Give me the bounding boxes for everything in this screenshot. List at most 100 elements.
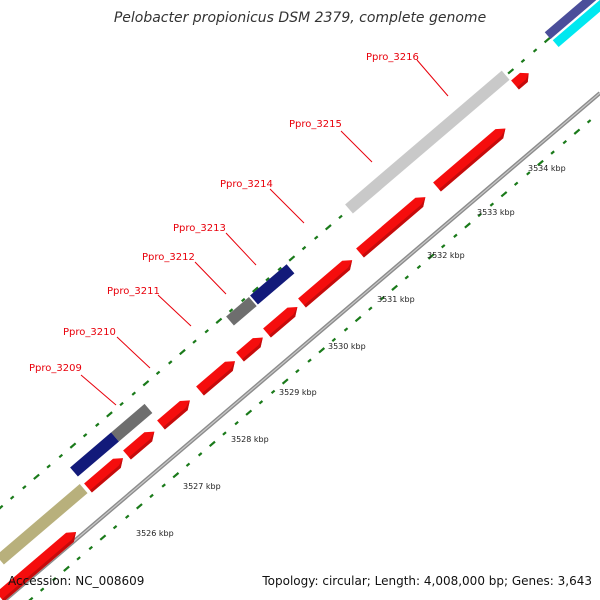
tick-dash	[537, 159, 544, 167]
tick-label-3528: 3528 kbp	[231, 435, 269, 444]
tick-dash	[313, 235, 319, 240]
tick-dash	[324, 224, 332, 231]
tick-dash	[52, 577, 57, 582]
map-title: Pelobacter propionicus DSM 2379, complet…	[113, 10, 487, 26]
gene-arrow	[511, 72, 529, 90]
feature-gray-1	[111, 403, 153, 442]
tick-dash	[245, 409, 253, 416]
tick-dash	[562, 140, 568, 145]
tick-dash	[197, 452, 203, 457]
feature-gray-2	[226, 296, 257, 326]
tick-dash	[69, 442, 77, 449]
tick-dash	[513, 181, 519, 186]
gene-arrow	[236, 337, 263, 362]
tick-dash	[331, 337, 337, 342]
gene-label-ppro-3211: Ppro_3211	[107, 286, 160, 297]
tick-label-3529: 3529 kbp	[279, 388, 317, 397]
feature-cyan	[552, 0, 600, 48]
tick-dash	[543, 36, 551, 44]
tick-label-3527: 3527 kbp	[183, 482, 221, 491]
tick-dash	[155, 370, 161, 375]
tick-dash	[586, 119, 592, 124]
gene-arrow	[84, 458, 123, 493]
tick-dash	[192, 339, 197, 344]
accession-text: Accession: NC_008609	[8, 574, 145, 588]
gene-label-ppro-3216: Ppro_3216	[366, 52, 419, 63]
tick-dash	[28, 596, 34, 600]
tick-dash	[368, 306, 373, 311]
tick-dash	[520, 58, 526, 64]
summary-text: Topology: circular; Length: 4,008,000 bp…	[262, 574, 592, 588]
gene-arrow	[263, 307, 298, 338]
feature-lightgray	[345, 70, 510, 214]
tick-label-3530: 3530 kbp	[328, 342, 366, 351]
feature-navy-1	[70, 432, 119, 477]
tick-dash	[318, 347, 326, 354]
tick-dash	[46, 464, 51, 469]
tick-dash	[131, 391, 137, 396]
tick-dash	[307, 358, 312, 363]
tick-label-3531: 3531 kbp	[377, 295, 415, 304]
tick-dash	[338, 214, 343, 220]
tick-dash	[550, 150, 555, 155]
tick-dash	[136, 503, 143, 510]
feature-olive	[0, 483, 88, 565]
tick-dash	[281, 378, 289, 385]
feature-navy-2	[250, 264, 295, 305]
gene-track	[0, 72, 529, 600]
tick-label-3533: 3533 kbp	[477, 208, 515, 217]
tick-dash	[288, 255, 296, 262]
tick-dash	[228, 308, 234, 313]
tick-dash	[427, 253, 435, 260]
tick-dash	[119, 401, 124, 407]
tick-dash	[39, 587, 45, 592]
tick-dash	[404, 275, 410, 280]
tick-dash	[99, 534, 107, 541]
gene-label-ppro-3212: Ppro_3212	[142, 252, 195, 263]
tick-dash	[489, 202, 495, 207]
gene-label-ppro-3215: Ppro_3215	[289, 119, 342, 130]
tick-dash	[265, 277, 270, 282]
gene-arrow	[157, 400, 190, 430]
tick-dash	[391, 284, 398, 291]
tick-dash	[441, 244, 446, 249]
tick-label-3532: 3532 kbp	[427, 251, 465, 260]
tick-dash	[234, 420, 239, 426]
tick-dash	[453, 233, 458, 238]
tick-dash	[149, 493, 154, 499]
tick-label-3526: 3526 kbp	[136, 529, 174, 538]
tick-dash	[270, 389, 276, 395]
tick-dash	[464, 222, 471, 229]
gene-label-ppro-3213: Ppro_3213	[173, 223, 226, 234]
tick-labels: 3526 kbp 3527 kbp 3528 kbp 3529 kbp 3530…	[136, 164, 566, 538]
gene-arrow	[298, 260, 353, 308]
tick-dash	[82, 433, 88, 438]
tick-dash	[0, 504, 4, 510]
tick-dash	[95, 422, 100, 427]
tick-dash	[252, 286, 259, 293]
tick-dash	[124, 514, 130, 519]
gene-arrow	[196, 361, 235, 396]
gene-label-ppro-3210: Ppro_3210	[63, 327, 116, 338]
tick-dash	[142, 380, 150, 387]
tick-dash	[22, 485, 27, 490]
tick-dash	[168, 360, 173, 365]
tick-dash	[9, 495, 15, 500]
tick-dash	[500, 191, 508, 198]
tick-dash	[204, 329, 209, 334]
tick-dash	[526, 171, 531, 176]
tick-dash	[208, 440, 216, 448]
feature-track	[0, 0, 600, 565]
tick-dash	[63, 565, 70, 572]
tick-dash	[76, 556, 81, 561]
tick-dash	[507, 68, 515, 75]
gene-label-ppro-3209: Ppro_3209	[29, 363, 82, 374]
tick-dash	[179, 348, 186, 356]
feature-purple	[544, 0, 600, 40]
gene-label-ppro-3214: Ppro_3214	[220, 179, 273, 190]
tick-dash	[301, 245, 307, 251]
tick-dash	[532, 48, 538, 53]
tick-dash	[277, 266, 282, 271]
tick-dash	[112, 525, 118, 530]
